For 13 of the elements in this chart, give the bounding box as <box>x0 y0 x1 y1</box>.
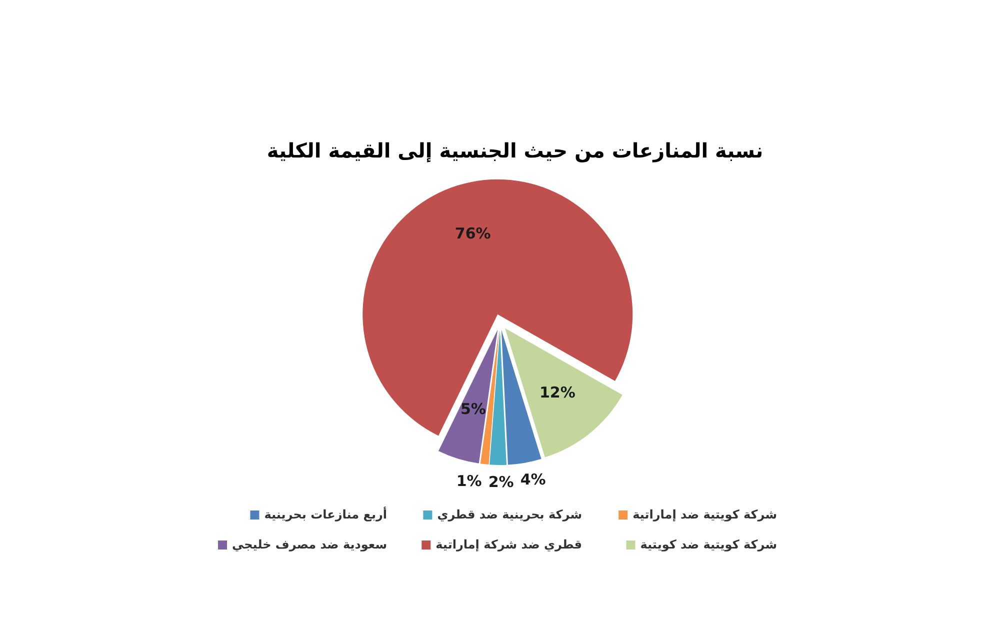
legend-label: شركة كويتية ضد إماراتية <box>632 507 777 522</box>
data-label: 1% <box>456 472 482 490</box>
data-label: 5% <box>460 400 486 418</box>
legend-label: أربع منازعات بحرينية <box>264 507 387 522</box>
legend-label: شركة كويتية ضد كويتية <box>640 537 777 552</box>
data-label: 4% <box>520 470 546 489</box>
legend-label: شركة بحرينية ضد قطري <box>437 507 582 522</box>
data-label: 2% <box>488 473 514 492</box>
data-label: 76% <box>454 224 491 242</box>
title: نسبة المنازعات من حيث الجنسية إلى القيمة الكلية <box>266 138 764 162</box>
data-label: 12% <box>540 384 576 402</box>
legend-label: قطري ضد شركة إماراتية <box>436 537 582 552</box>
legend-label: سعودية ضد مصرف خليجي <box>232 537 387 552</box>
